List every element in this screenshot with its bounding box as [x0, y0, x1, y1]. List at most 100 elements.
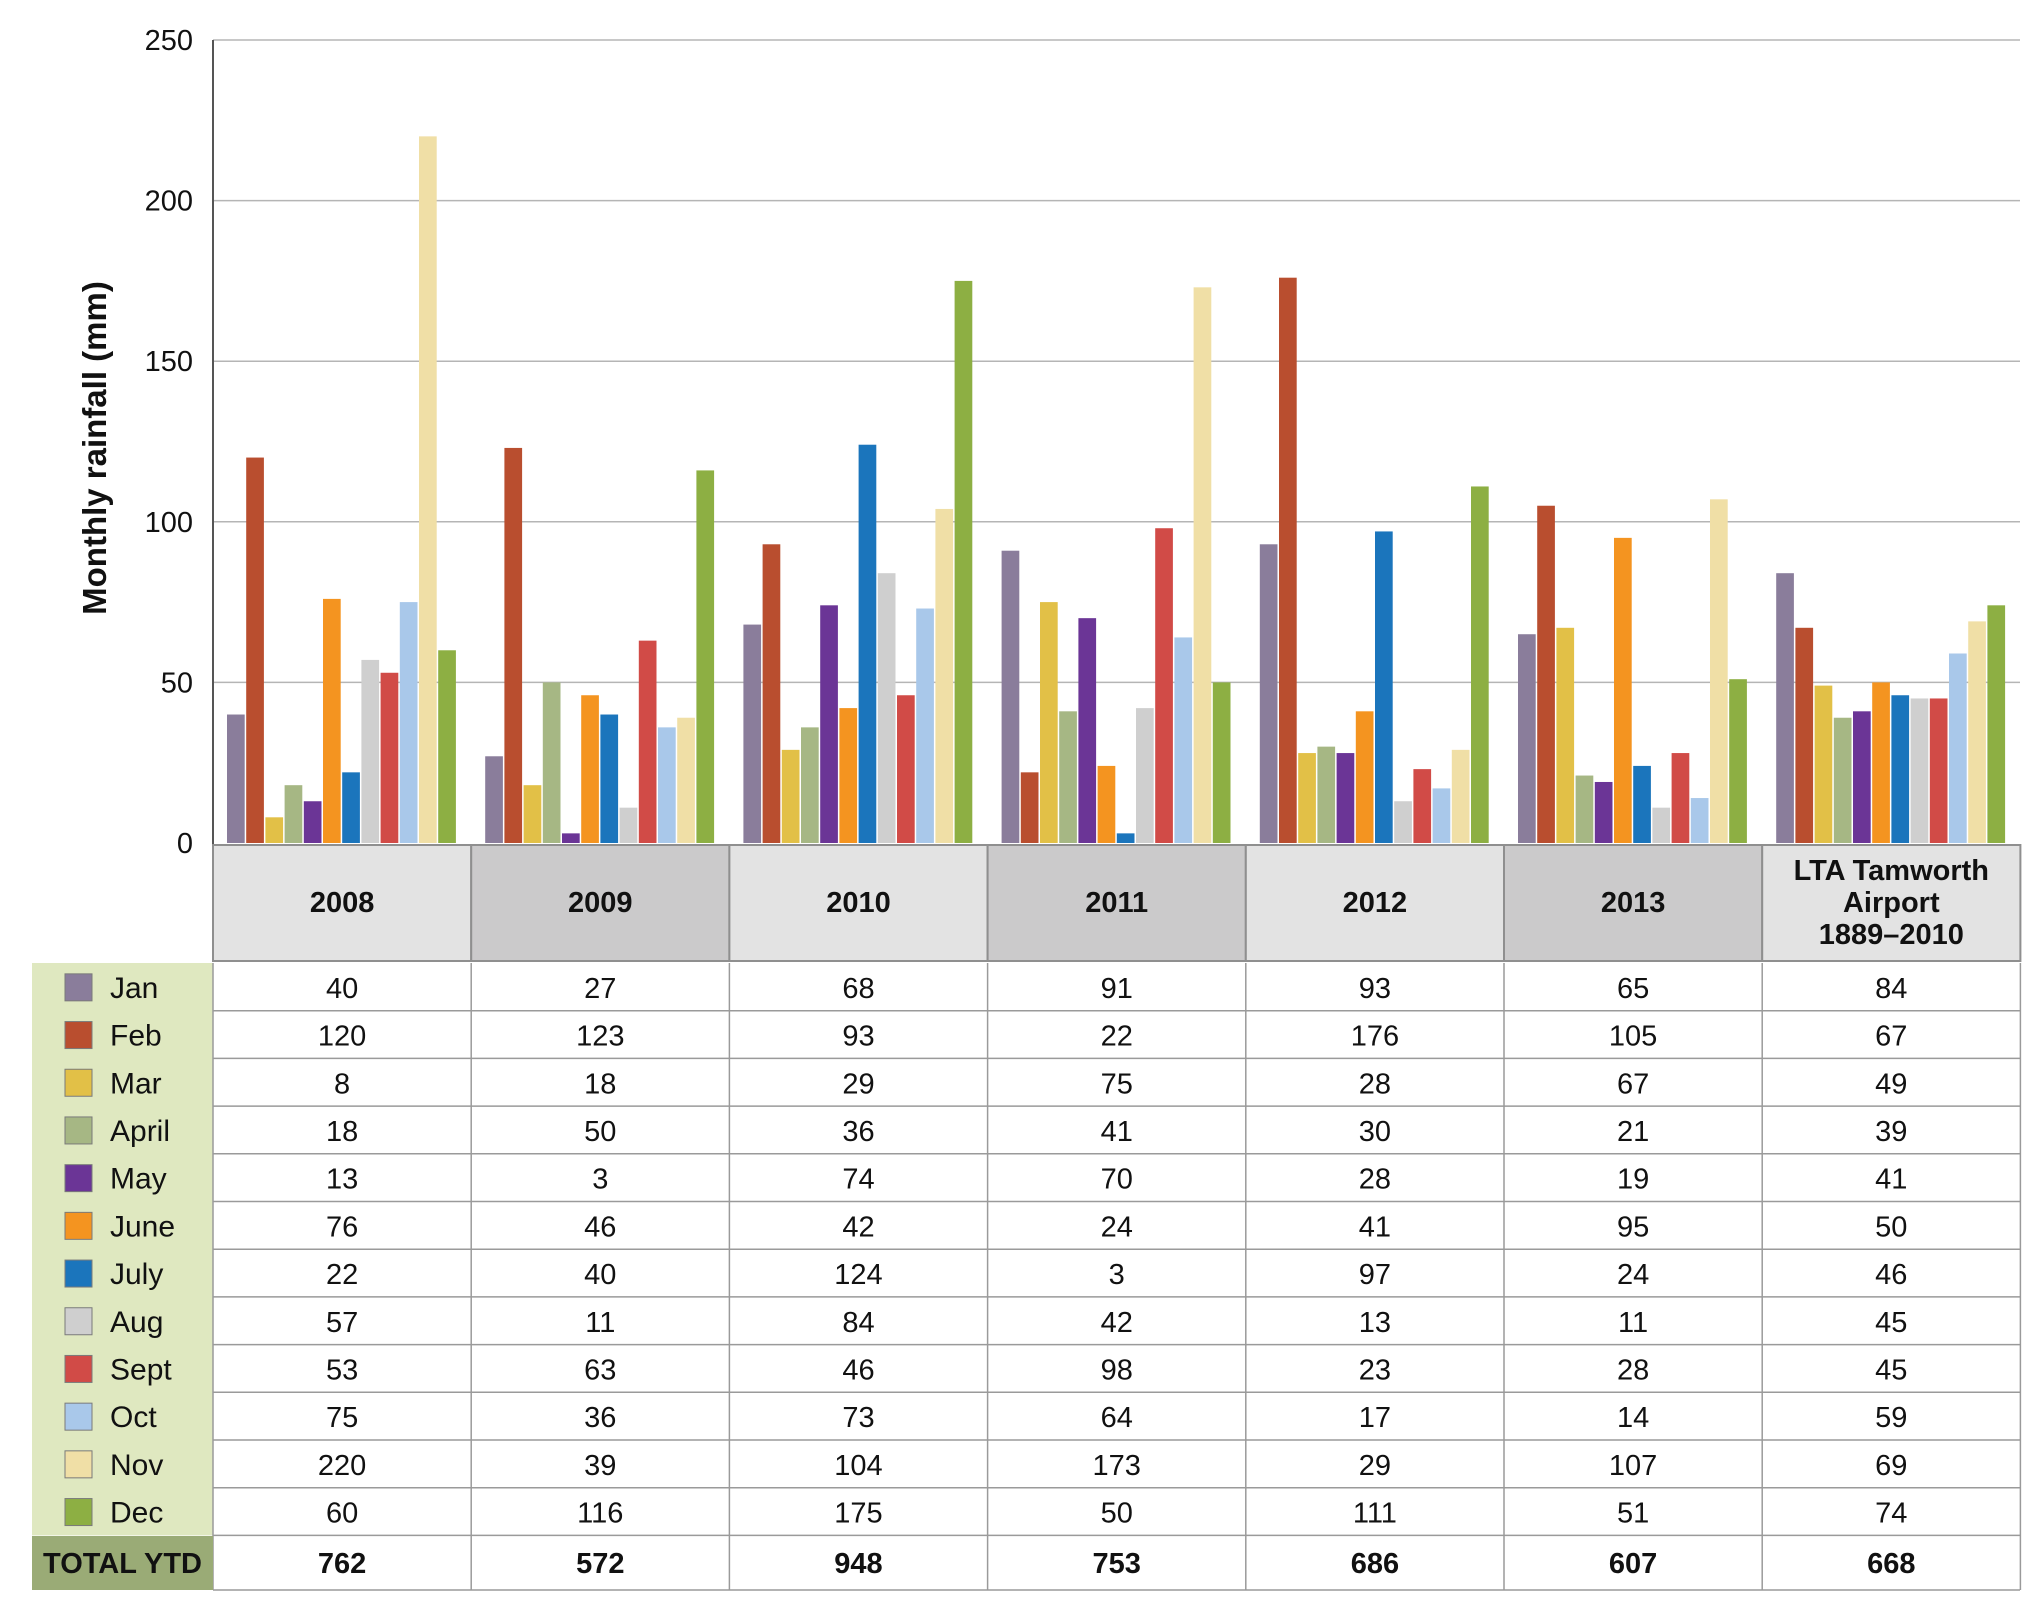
legend-swatch-oct: [64, 1402, 93, 1431]
bar-aug-5: [1652, 807, 1671, 843]
table-cell: 176: [1351, 1021, 1399, 1053]
table-cell: 104: [834, 1450, 882, 1482]
category-label: 2010: [826, 887, 891, 919]
table-cell: 98: [1101, 1354, 1133, 1386]
table-cell: 49: [1875, 1068, 1907, 1100]
bar-nov-4: [1451, 749, 1470, 843]
legend-label: Jan: [110, 972, 158, 1005]
bar-feb-6: [1795, 627, 1814, 843]
bar-april-2: [801, 727, 819, 843]
category-label: LTA Tamworth: [1794, 855, 1989, 887]
table-cell: 36: [842, 1116, 874, 1148]
bar-nov-2: [935, 508, 954, 843]
table-cell: 73: [842, 1402, 874, 1434]
bar-feb-2: [762, 544, 781, 843]
bar-june-4: [1355, 711, 1374, 843]
table-cell: 124: [834, 1259, 882, 1291]
bar-jan-5: [1518, 634, 1536, 843]
table-cell: 42: [842, 1211, 874, 1243]
table-cell: 75: [326, 1402, 358, 1434]
bar-april-4: [1317, 746, 1336, 843]
category-label: 2013: [1601, 887, 1666, 919]
bar-sept-0: [380, 672, 399, 843]
bar-aug-4: [1394, 801, 1412, 843]
table-cell: 3: [592, 1164, 608, 1196]
table-cell: 28: [1359, 1068, 1391, 1100]
legend-label: Nov: [110, 1449, 163, 1482]
bar-mar-1: [523, 785, 542, 843]
table-cell: 220: [318, 1450, 366, 1482]
legend-label: Dec: [110, 1497, 163, 1530]
y-tick-label: 200: [145, 186, 193, 218]
legend-swatch-mar: [64, 1068, 93, 1097]
bar-dec-5: [1729, 679, 1747, 843]
bar-june-5: [1614, 537, 1632, 843]
bar-july-3: [1116, 833, 1135, 843]
legend-swatch-jan: [64, 973, 93, 1002]
table-cell: 46: [584, 1211, 616, 1243]
table-cell: 64: [1101, 1402, 1133, 1434]
bar-feb-5: [1537, 505, 1555, 843]
bar-july-6: [1891, 695, 1910, 843]
bar-nov-1: [677, 717, 695, 843]
bar-june-2: [839, 708, 858, 843]
bar-july-0: [342, 772, 360, 843]
category-label: 2011: [1085, 887, 1148, 919]
bar-mar-0: [265, 817, 284, 843]
y-tick-label: 50: [161, 667, 193, 699]
bar-may-3: [1078, 618, 1097, 843]
table-cell: 91: [1101, 973, 1133, 1005]
bar-april-5: [1575, 775, 1594, 843]
category-header-row: 2008 2009 2010 2011 2012 2013 LTA TamworthAirp…: [212, 844, 2022, 962]
table-cell: 23: [1359, 1354, 1391, 1386]
bar-jan-0: [227, 714, 245, 843]
table-cell: 65: [1617, 973, 1649, 1005]
table-cell: 57: [326, 1307, 358, 1339]
bar-april-0: [284, 785, 303, 843]
table-cell: 173: [1093, 1450, 1141, 1482]
y-tick-label: 100: [145, 507, 193, 539]
bar-sept-4: [1413, 769, 1432, 843]
table-cell: 39: [584, 1450, 616, 1482]
bar-mar-6: [1814, 685, 1833, 843]
table-cell: 46: [1875, 1259, 1907, 1291]
table-cell: 22: [1101, 1021, 1133, 1053]
legend-swatch-nov: [64, 1450, 93, 1479]
table-cell: 28: [1617, 1354, 1649, 1386]
bar-jan-6: [1776, 573, 1794, 843]
category-header-cell: [986, 844, 1247, 962]
y-tick-label: 250: [145, 25, 193, 57]
table-cell: 67: [1875, 1021, 1907, 1053]
bar-july-1: [600, 714, 619, 843]
bar-oct-1: [658, 727, 676, 843]
bar-aug-2: [877, 573, 896, 843]
category-label: Airport: [1843, 887, 1940, 919]
bar-june-6: [1872, 682, 1890, 843]
legend-swatch-july: [64, 1259, 93, 1288]
legend-label: April: [110, 1115, 170, 1148]
table-cell: 111: [1353, 1498, 1397, 1530]
bar-jan-4: [1259, 544, 1278, 843]
bar-sept-3: [1155, 528, 1173, 843]
category-header-cell: [1503, 844, 1764, 962]
table-cell: 29: [1359, 1450, 1391, 1482]
bar-feb-3: [1020, 772, 1039, 843]
legend-column: [32, 963, 213, 1536]
table-cell: 93: [842, 1021, 874, 1053]
bar-nov-5: [1710, 499, 1728, 843]
table-cell: 42: [1101, 1307, 1133, 1339]
table-cell: 14: [1617, 1402, 1649, 1434]
bar-sept-1: [638, 640, 657, 843]
table-cell: 46: [842, 1354, 874, 1386]
table-cell: 95: [1617, 1211, 1649, 1243]
bar-mar-2: [781, 749, 800, 843]
legend-swatch-aug: [64, 1307, 93, 1336]
bar-july-5: [1633, 765, 1651, 843]
bar-sept-2: [897, 695, 915, 843]
legend-swatch-june: [64, 1211, 93, 1240]
table-cell: 18: [326, 1116, 358, 1148]
category-label: 2008: [310, 887, 375, 919]
bar-jan-3: [1001, 550, 1020, 843]
bar-june-1: [581, 695, 599, 843]
